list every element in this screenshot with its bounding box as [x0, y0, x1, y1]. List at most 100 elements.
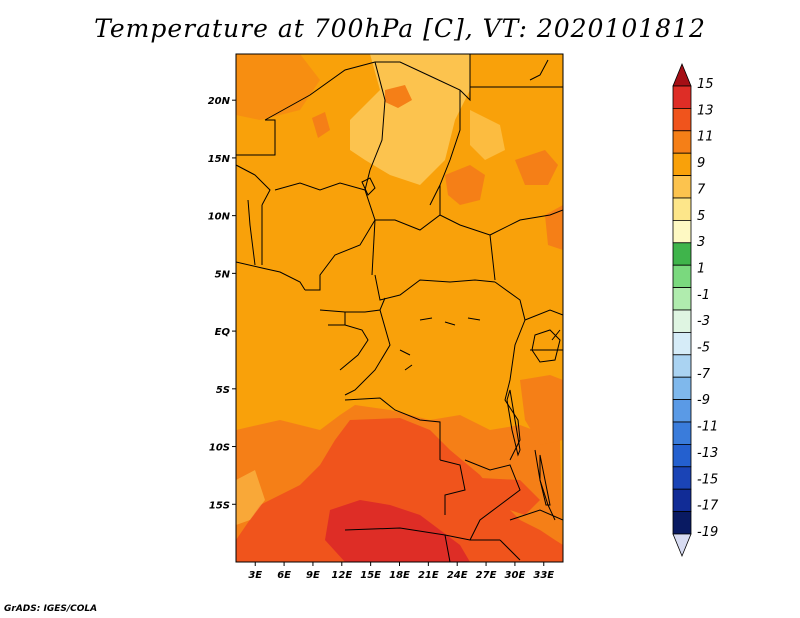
- field-warm-patch-1: [385, 85, 412, 108]
- border-car-south: [374, 274, 496, 301]
- lat-tick-label: 5N: [215, 269, 231, 280]
- border-namibia-botswana: [444, 534, 521, 562]
- colorbar-swatch: [672, 197, 692, 221]
- lon-tick-label: 30E: [505, 570, 526, 581]
- colorbar-label: 1: [697, 261, 705, 276]
- field-hottest-core: [325, 500, 470, 562]
- colorbar-swatch: [672, 130, 692, 154]
- colorbar-swatch: [672, 511, 692, 535]
- lat-tick-label: 20N: [208, 96, 231, 107]
- border-drc-east: [494, 281, 526, 461]
- field-warm-east: [520, 375, 563, 445]
- map-title: Temperature at 700hPa [C], VT: 202010181…: [94, 14, 706, 43]
- border-burkina-benin: [236, 164, 271, 206]
- lat-tick-label: 15S: [209, 500, 230, 511]
- colorbar-top-triangle: [672, 62, 692, 87]
- colorbar-swatch: [672, 421, 692, 445]
- lat-tick-label: 15N: [208, 154, 231, 165]
- border-cameroon-car: [371, 219, 376, 276]
- field-warm-northwest: [236, 54, 320, 120]
- colorbar-label: 7: [697, 182, 706, 197]
- longitude-axis: 3E 6E 9E 12E 15E 18E 21E 24E 27E 30E 33E: [248, 562, 554, 581]
- border-congo-drc: [344, 309, 391, 396]
- lake-victoria: [531, 329, 561, 363]
- colorbar-swatch: [672, 466, 692, 490]
- colorbar-label: -17: [697, 499, 719, 514]
- lon-tick-label: 12E: [331, 570, 352, 581]
- lat-tick-label: 10N: [208, 212, 231, 223]
- colorbar-label: -5: [697, 341, 710, 356]
- colorbar-label: -13: [697, 446, 718, 461]
- lon-tick-label: 3E: [248, 570, 262, 581]
- country-borders: [236, 54, 563, 562]
- border-malawi: [509, 449, 563, 521]
- field-warm-patch-2: [312, 112, 330, 138]
- colorbar-label: 9: [697, 156, 705, 171]
- river-congo-1: [419, 317, 481, 326]
- colorbar-swatch: [672, 376, 692, 401]
- border-cameroon-south: [319, 297, 386, 313]
- colorbar-swatch: [672, 354, 692, 378]
- colorbar-label: 15: [697, 77, 714, 92]
- border-chad-east: [429, 90, 461, 206]
- lon-tick-label: 27E: [476, 570, 497, 581]
- lake-tanganyika: [506, 389, 521, 457]
- grads-credit: GrADS: IGES/COLA: [4, 604, 98, 614]
- colorbar-swatch: [672, 242, 692, 266]
- colorbar-swatch: [672, 309, 692, 333]
- coast-east: [529, 59, 561, 341]
- border-niger-chad: [364, 61, 386, 191]
- colorbar-swatch: [672, 443, 692, 468]
- lon-tick-label: 15E: [360, 570, 381, 581]
- border-gabon: [328, 312, 369, 371]
- lat-tick-label: 10S: [209, 443, 230, 454]
- colorbar-label: -15: [697, 472, 718, 487]
- colorbar-bottom-triangle: [672, 533, 692, 558]
- coast-gulf-of-guinea: [236, 261, 306, 291]
- river-congo-2: [399, 349, 413, 371]
- colorbar-label: 3: [697, 235, 705, 250]
- colorbar-swatch: [672, 85, 692, 109]
- field-cool-westcoast: [236, 470, 265, 525]
- border-angola-east: [439, 459, 466, 515]
- lon-tick-label: 21E: [418, 570, 439, 581]
- colorbar-swatch: [672, 175, 692, 199]
- lon-tick-label: 18E: [389, 570, 410, 581]
- colorbar-label: -1: [697, 288, 710, 303]
- colorbar-label: -19: [697, 525, 718, 540]
- colorbar-swatch: [672, 108, 692, 132]
- colorbar-swatch: [672, 219, 692, 244]
- field-hot-south: [236, 418, 563, 562]
- colorbar-swatch: [672, 331, 692, 356]
- lon-tick-label: 9E: [306, 570, 320, 581]
- field-warm-patch-3: [445, 165, 485, 205]
- colorbar-label: 13: [697, 103, 714, 118]
- colorbar-label: -11: [697, 420, 718, 435]
- colorbar-label: -7: [697, 367, 711, 382]
- colorbar-label: 11: [697, 130, 714, 145]
- lat-tick-label: EQ: [215, 327, 231, 338]
- border-togo-benin: [247, 199, 263, 266]
- field-warm-patch-4: [515, 150, 558, 185]
- colorbar-label: 5: [697, 209, 705, 224]
- field-warm-patch-5: [545, 205, 563, 250]
- border-sudan-southsudan: [439, 185, 563, 236]
- colorbar-swatch: [672, 287, 692, 311]
- colorbar-swatch: [672, 264, 692, 289]
- colorbar: 15 13 11 9 7 5 3 1 -1 -3 -5 -7 -9 -11 -13 -15 -17 -19: [672, 62, 719, 558]
- colorbar-label: -9: [697, 393, 710, 408]
- border-zambia: [464, 459, 521, 541]
- colorbar-swatch: [672, 399, 692, 423]
- temperature-field: [236, 54, 563, 562]
- border-angola-north: [344, 397, 441, 460]
- lon-tick-label: 6E: [277, 570, 291, 581]
- lat-tick-label: 5S: [216, 385, 230, 396]
- colorbar-label: -3: [697, 314, 710, 329]
- border-niger-north: [264, 54, 471, 121]
- lon-tick-label: 24E: [447, 570, 468, 581]
- lon-tick-label: 33E: [533, 570, 554, 581]
- lake-chad: [361, 177, 376, 196]
- border-mali-niger: [236, 119, 276, 156]
- field-hot-south-east: [480, 478, 540, 515]
